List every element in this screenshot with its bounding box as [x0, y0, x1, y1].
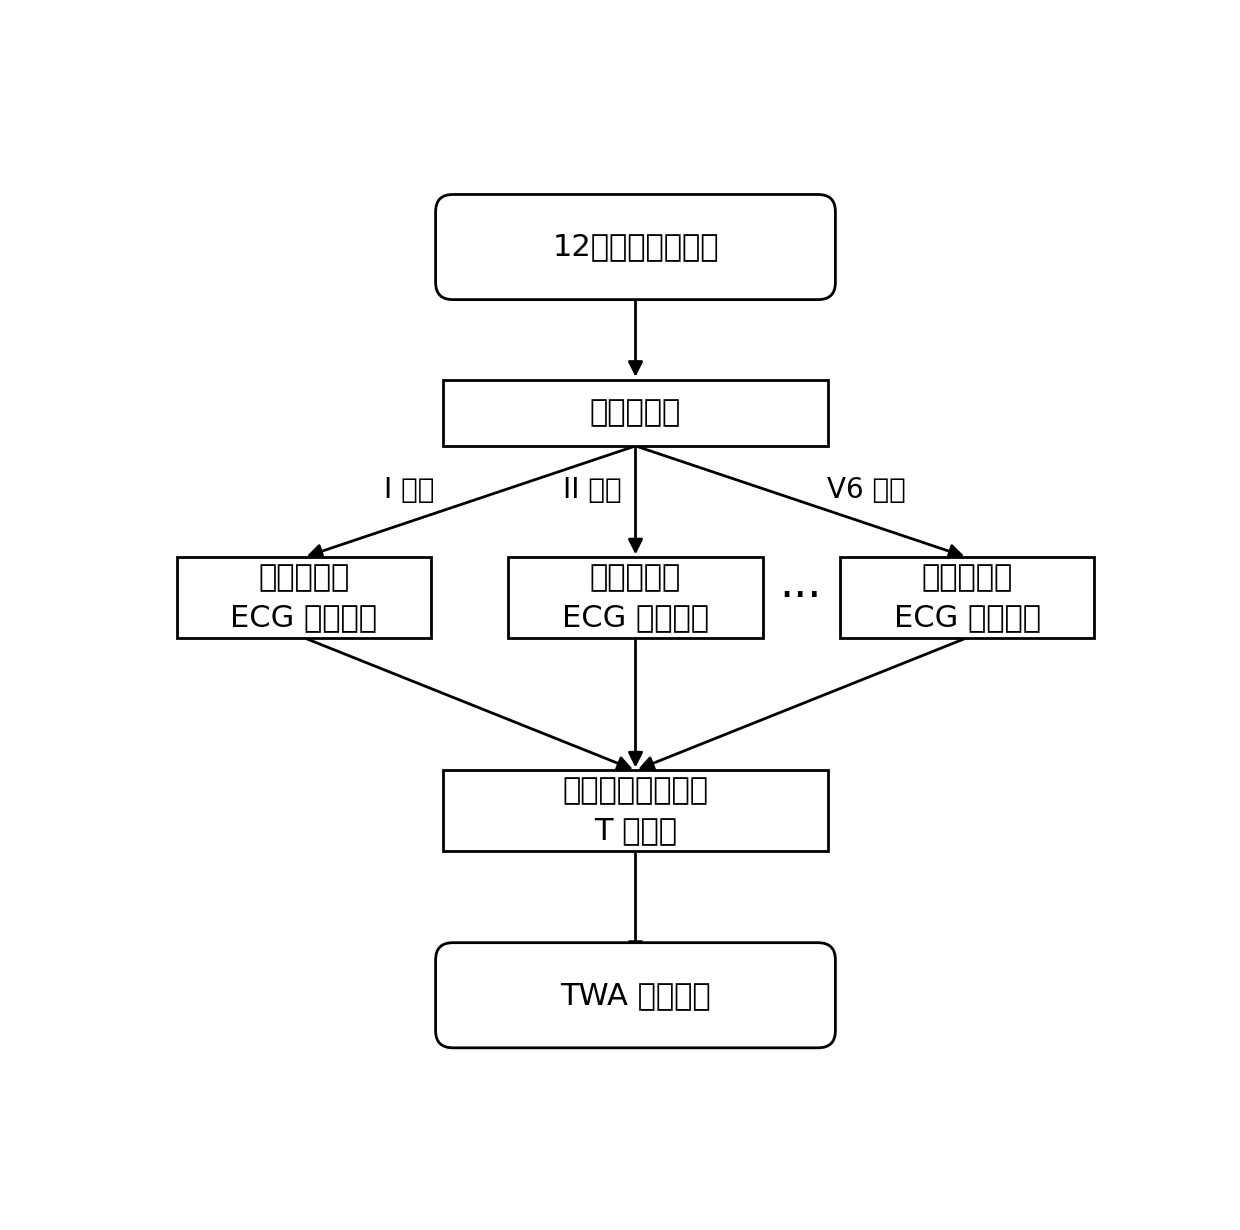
FancyBboxPatch shape [508, 557, 763, 637]
Text: 动态多尺度
ECG 鲁棒估计: 动态多尺度 ECG 鲁棒估计 [231, 562, 377, 632]
Text: V6 导联: V6 导联 [827, 476, 905, 504]
Text: 信号预处理: 信号预处理 [590, 399, 681, 427]
Text: I 导联: I 导联 [384, 476, 435, 504]
FancyBboxPatch shape [839, 557, 1095, 637]
Text: 12导联动态心电图: 12导联动态心电图 [552, 232, 719, 262]
Text: II 导联: II 导联 [563, 476, 621, 504]
FancyBboxPatch shape [435, 194, 836, 300]
FancyBboxPatch shape [176, 557, 432, 637]
FancyBboxPatch shape [444, 380, 828, 446]
Text: TWA 定量分析: TWA 定量分析 [560, 980, 711, 1010]
Text: 动态多尺度
ECG 鲁棒估计: 动态多尺度 ECG 鲁棒估计 [562, 562, 709, 632]
Text: 动态多尺度
ECG 鲁棒估计: 动态多尺度 ECG 鲁棒估计 [894, 562, 1040, 632]
Text: ···: ··· [780, 576, 822, 619]
Text: 多传感器数据融合
T 波提取: 多传感器数据融合 T 波提取 [563, 776, 708, 845]
FancyBboxPatch shape [444, 770, 828, 851]
FancyBboxPatch shape [435, 942, 836, 1048]
